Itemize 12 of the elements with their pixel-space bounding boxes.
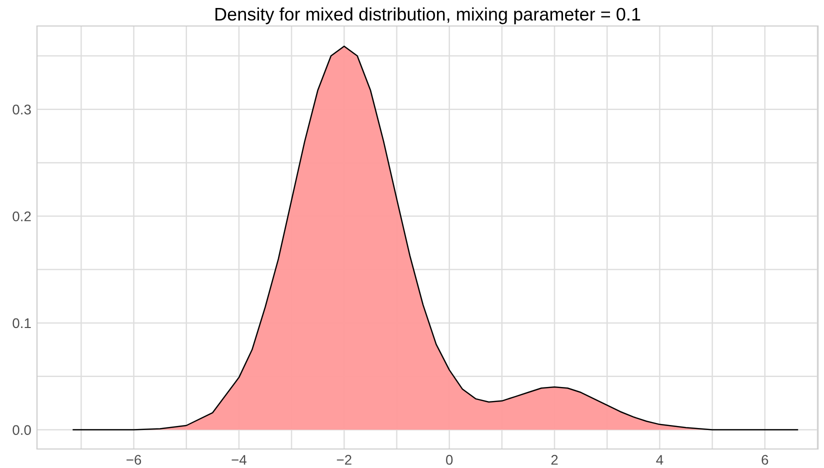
x-tick-label: 2 [551, 454, 558, 465]
y-tick-label: 0.2 [12, 211, 31, 222]
y-tick-label: 0.1 [12, 318, 31, 328]
x-tick-label: −4 [232, 455, 246, 465]
x-tick-label: 4 [656, 455, 664, 465]
y-tick-label: 0.0 [12, 425, 31, 435]
x-tick-label: −6 [126, 454, 142, 465]
x-tick-label: 6 [762, 454, 768, 465]
chart-title: Density for mixed distribution, mixing parameter = 0.1 [215, 7, 640, 24]
y-tick-label: 0.3 [12, 104, 31, 114]
x-tick-label: −2 [336, 454, 352, 465]
x-tick-label: 0 [446, 454, 453, 465]
